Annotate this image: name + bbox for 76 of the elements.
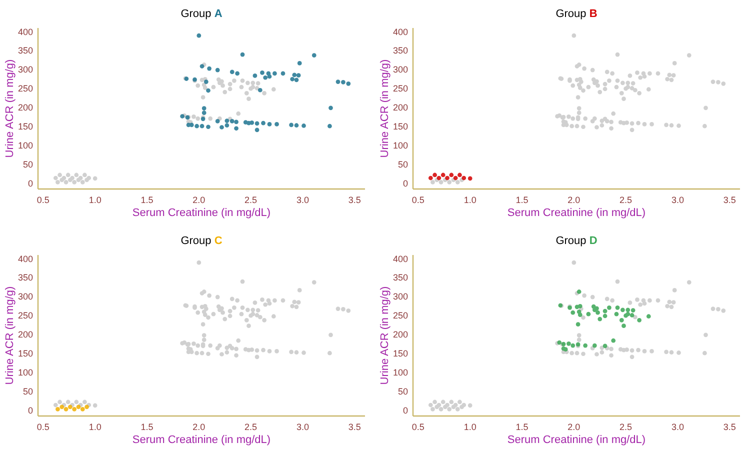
x-tick-label: 3.5 (723, 422, 736, 432)
x-tick-label: 2.5 (244, 195, 258, 205)
chart-title: Group C (180, 235, 222, 247)
x-tick-label: 1.5 (140, 422, 154, 432)
y-tick-label: 50 (22, 386, 33, 396)
x-tick-label: 1.0 (464, 195, 476, 205)
x-axis-title: Serum Creatinine (in mg/dL) (507, 434, 646, 446)
y-tick-label: 150 (18, 121, 33, 132)
y-tick-label: 150 (392, 121, 408, 132)
x-tick-label: 1.0 (88, 422, 102, 432)
chart-title: Group D (556, 235, 598, 247)
y-tick-label: 400 (18, 254, 33, 264)
x-axis-title: Serum Creatinine (in mg/dL) (132, 434, 271, 446)
y-tick-label: 0 (28, 405, 33, 416)
x-tick-label: 2.5 (620, 422, 632, 432)
x-tick-label: 3.5 (348, 195, 361, 205)
y-tick-label: 150 (392, 348, 408, 358)
y-tick-label: 300 (18, 292, 33, 302)
x-tick-label: 2.5 (620, 195, 632, 205)
y-tick-label: 0 (402, 405, 408, 416)
y-tick-label: 250 (392, 310, 408, 321)
x-tick-label: 2.0 (192, 422, 206, 432)
x-tick-label: 1.5 (516, 422, 528, 432)
y-tick-label: 300 (392, 64, 408, 75)
y-tick-label: 350 (18, 46, 33, 56)
x-tick-label: 2.5 (244, 422, 258, 432)
y-axis-title: Urine ACR (in mg/g) (379, 59, 391, 158)
y-axis-title: Urine ACR (in mg/g) (379, 286, 391, 385)
x-tick-label: 1.5 (516, 195, 528, 205)
y-tick-label: 200 (392, 330, 408, 340)
y-tick-label: 400 (18, 26, 33, 37)
y-tick-label: 250 (18, 84, 33, 94)
y-tick-label: 100 (18, 367, 33, 378)
x-tick-label: 0.5 (412, 422, 424, 432)
x-tick-label: 3.0 (671, 422, 684, 432)
y-tick-label: 0 (402, 178, 408, 188)
y-tick-label: 200 (18, 330, 33, 340)
y-tick-label: 350 (392, 46, 408, 56)
x-tick-label: 0.5 (36, 422, 50, 432)
x-axis-title: Serum Creatinine (in mg/dL) (132, 207, 271, 219)
y-tick-label: 250 (392, 84, 408, 94)
y-tick-label: 400 (392, 254, 408, 264)
x-tick-label: 3.5 (348, 422, 361, 432)
y-tick-label: 100 (18, 140, 33, 150)
y-tick-label: 400 (392, 26, 408, 37)
y-axis-title: Urine ACR (in mg/g) (4, 59, 16, 158)
x-tick-label: 1.0 (464, 422, 476, 432)
y-tick-label: 350 (392, 272, 408, 283)
y-tick-label: 0 (28, 178, 33, 188)
x-tick-label: 2.0 (192, 195, 206, 205)
x-tick-label: 0.5 (36, 195, 50, 205)
x-tick-label: 2.0 (568, 195, 580, 205)
y-axis-title: Urine ACR (in mg/g) (4, 286, 16, 385)
x-tick-label: 1.0 (88, 195, 102, 205)
x-axis-title: Serum Creatinine (in mg/dL) (507, 207, 646, 219)
y-tick-label: 50 (398, 386, 408, 396)
x-tick-label: 1.5 (140, 195, 154, 205)
y-tick-label: 200 (392, 102, 408, 113)
x-tick-label: 2.0 (568, 422, 580, 432)
y-tick-label: 300 (18, 64, 33, 75)
y-tick-label: 100 (392, 367, 408, 378)
y-tick-label: 350 (18, 272, 33, 283)
chart-title: Group A (180, 8, 222, 20)
x-tick-label: 3.0 (671, 195, 684, 205)
y-tick-label: 50 (398, 159, 408, 170)
x-tick-label: 0.5 (412, 195, 424, 205)
x-tick-label: 3.0 (296, 195, 309, 205)
y-tick-label: 250 (18, 310, 33, 321)
y-tick-label: 200 (18, 102, 33, 113)
x-tick-label: 3.5 (723, 195, 736, 205)
y-tick-label: 300 (392, 292, 408, 302)
x-tick-label: 3.0 (296, 422, 309, 432)
chart-title: Group B (556, 8, 598, 20)
y-tick-label: 50 (22, 159, 33, 170)
y-tick-label: 100 (392, 140, 408, 150)
y-tick-label: 150 (18, 348, 33, 358)
